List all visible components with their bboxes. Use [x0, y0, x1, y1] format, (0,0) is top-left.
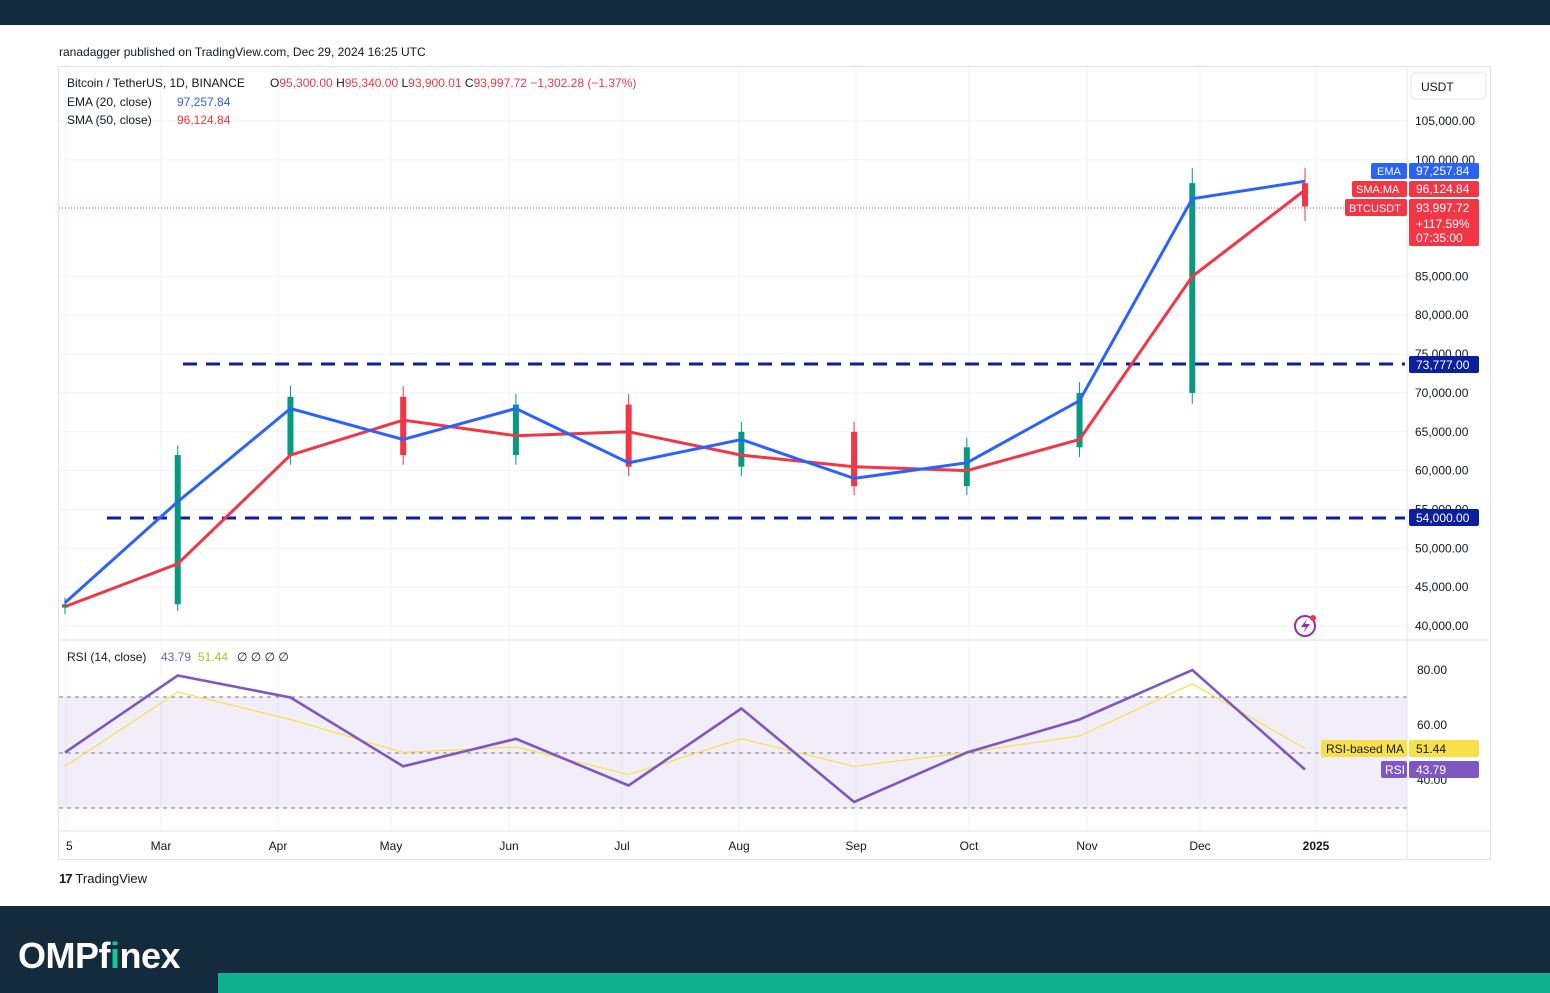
- btc-tag-label: BTCUSDT: [1349, 203, 1401, 215]
- candle-body: [400, 396, 407, 456]
- legend-rsi-label: RSI (14, close): [67, 650, 146, 664]
- candle-body: [851, 431, 858, 487]
- candle-body: [963, 447, 970, 487]
- price-tick-label: 65,000.00: [1415, 425, 1469, 439]
- time-tick-label: Sep: [845, 839, 867, 853]
- rsi-tag-label-bg: [1381, 761, 1407, 778]
- rsi-tick-label: 60.00: [1417, 718, 1447, 732]
- time-tick-label: Dec: [1189, 839, 1210, 853]
- candle-body: [174, 455, 181, 605]
- time-tick-label: 2025: [1303, 839, 1330, 853]
- legend-ema-value: 97,257.84: [177, 95, 231, 109]
- time-tick-label: Apr: [269, 839, 288, 853]
- btc-tag-pct: +117.59%: [1416, 217, 1470, 231]
- candle-body: [625, 404, 632, 467]
- rsi-ma-tag-label-bg: [1321, 740, 1407, 757]
- support-tag-value: 54,000.00: [1416, 511, 1470, 525]
- ema-line: [63, 179, 1306, 604]
- sma-tag-label: SMA:MA: [1356, 184, 1400, 196]
- price-tick-label: 45,000.00: [1415, 580, 1469, 594]
- rsi-ma-line: [64, 683, 1306, 776]
- rsi-tag-bg: [1409, 761, 1479, 778]
- legend-symbol: Bitcoin / TetherUS, 1D, BINANCE: [67, 76, 245, 90]
- sma-tag-value: 96,124.84: [1416, 182, 1470, 196]
- time-tick-label: Nov: [1076, 839, 1097, 853]
- rsi-ma-tag-label: RSI-based MA: [1326, 742, 1404, 756]
- sma-tag-label-bg: [1352, 181, 1407, 197]
- btc-tag-label-bg: [1345, 199, 1407, 216]
- price-tick-label: 70,000.00: [1415, 386, 1469, 400]
- legend-rsi-ma-value: 51.44: [198, 650, 228, 664]
- price-tick-label: 50,000.00: [1415, 541, 1469, 555]
- tradingview-label: TradingView: [75, 871, 148, 886]
- price-tick-label: 40,000.00: [1415, 619, 1469, 633]
- sma-tag-bg: [1409, 181, 1479, 197]
- rsi-tag-value: 43.79: [1416, 763, 1446, 777]
- time-tick-label: 5: [66, 839, 73, 853]
- rsi-tick-label: 80.00: [1417, 663, 1447, 677]
- legend-rsi-value: 43.79: [161, 650, 191, 664]
- tradingview-watermark[interactable]: 17 TradingView: [59, 871, 147, 886]
- btc-tag-value: 93,997.72: [1416, 201, 1470, 215]
- btc-tag-bg: [1409, 199, 1479, 246]
- brand-logo[interactable]: OMPfinex: [18, 935, 181, 976]
- time-tick-label: Oct: [960, 839, 979, 853]
- price-tick-label: 60,000.00: [1415, 464, 1469, 478]
- time-tick-label: May: [380, 839, 403, 853]
- chart-canvas[interactable]: Bitcoin / TetherUS, 1D, BINANCE O95,300.…: [59, 67, 1490, 859]
- time-tick-label: Aug: [728, 839, 749, 853]
- lightning-icon[interactable]: [1294, 615, 1316, 637]
- footer-accent-stripe: [218, 973, 1550, 993]
- candle-body: [1076, 392, 1083, 448]
- tradingview-logo-icon: 17: [59, 871, 73, 886]
- sma-line: [64, 188, 1306, 609]
- btc-tag-time: 07:35:00: [1416, 231, 1463, 245]
- rsi-line: [64, 668, 1306, 804]
- legend-ema-label: EMA (20, close): [67, 95, 152, 109]
- candle-body: [738, 431, 745, 467]
- price-tick-label: 85,000.00: [1415, 269, 1469, 283]
- candle-body: [512, 404, 519, 456]
- candle-body: [1302, 183, 1308, 207]
- legend-ohlc: O95,300.00 H95,340.00 L93,900.01 C93,997…: [270, 76, 636, 90]
- legend-rsi-extras: ∅ ∅ ∅ ∅: [237, 650, 289, 664]
- time-tick-label: Jul: [614, 839, 629, 853]
- ema-tag-bg: [1409, 163, 1479, 179]
- ema-tag-label: EMA: [1377, 166, 1402, 178]
- price-tick-label: 105,000.00: [1415, 114, 1475, 128]
- ema-tag-value: 97,257.84: [1416, 164, 1470, 178]
- price-tick-label: 80,000.00: [1415, 308, 1469, 322]
- legend-sma-label: SMA (50, close): [67, 113, 152, 127]
- candlestick-series: [62, 168, 1308, 615]
- rsi-ma-tag-bg: [1409, 740, 1479, 757]
- candle-body: [1189, 183, 1196, 393]
- ema-tag-label-bg: [1371, 163, 1407, 179]
- legend-sma-value: 96,124.84: [177, 113, 231, 127]
- time-tick-label: Mar: [151, 839, 172, 853]
- rsi-tag-label: RSI: [1385, 763, 1405, 777]
- currency-button[interactable]: [1410, 72, 1487, 100]
- candle-body: [287, 396, 294, 456]
- currency-label: USDT: [1421, 80, 1454, 94]
- support-tag-bg: [1409, 509, 1479, 526]
- top-banner: [0, 0, 1550, 25]
- resistance-tag-value: 73,777.00: [1416, 358, 1470, 372]
- published-line: ranadagger published on TradingView.com,…: [59, 45, 426, 59]
- chart-panel[interactable]: Bitcoin / TetherUS, 1D, BINANCE O95,300.…: [58, 66, 1491, 860]
- resistance-tag-bg: [1409, 356, 1479, 373]
- time-tick-label: Jun: [499, 839, 518, 853]
- rsi-ma-tag-value: 51.44: [1416, 742, 1446, 756]
